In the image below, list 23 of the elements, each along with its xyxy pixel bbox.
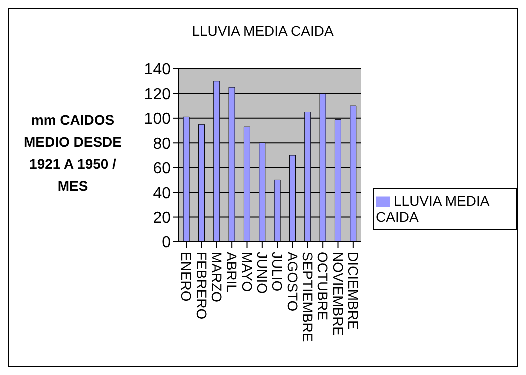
x-tick-label: JULIO [270,252,286,292]
x-tick-label: ENERO [178,252,195,302]
x-tick-label: JUNIO [254,252,270,294]
y-axis-title: mm CAIDOS MEDIO DESDE 1921 A 1950 / MES [23,111,123,196]
x-tick-label: MARZO [208,252,225,303]
y-tick-label: 80 [153,136,172,153]
x-tick-label: AGOSTO [284,252,301,312]
y-tick-label: 40 [153,185,172,202]
x-tick-label: DICIEMBRE [345,252,362,330]
y-tick-label: 0 [162,234,172,252]
x-tick-label: SEPTIEMBRE [300,252,316,342]
y-tick-label: 100 [144,111,172,128]
chart-title: LLUVIA MEDIA CAIDA [191,23,335,39]
legend-label: LLUVIA MEDIA CAIDA [376,192,489,226]
x-tick-label: FEBRERO [194,252,210,320]
y-tick-label: 60 [153,160,172,178]
x-tick-label: NOVIEMBRE [330,252,346,336]
x-tick-label: OCTUBRE [315,252,332,320]
y-tick-label: 140 [144,62,172,79]
y-tick-label: 120 [144,86,172,104]
x-tick-label: MAYO [239,252,256,292]
y-tick-label: 20 [153,210,172,227]
x-tick-label: ABRIL [224,252,240,293]
